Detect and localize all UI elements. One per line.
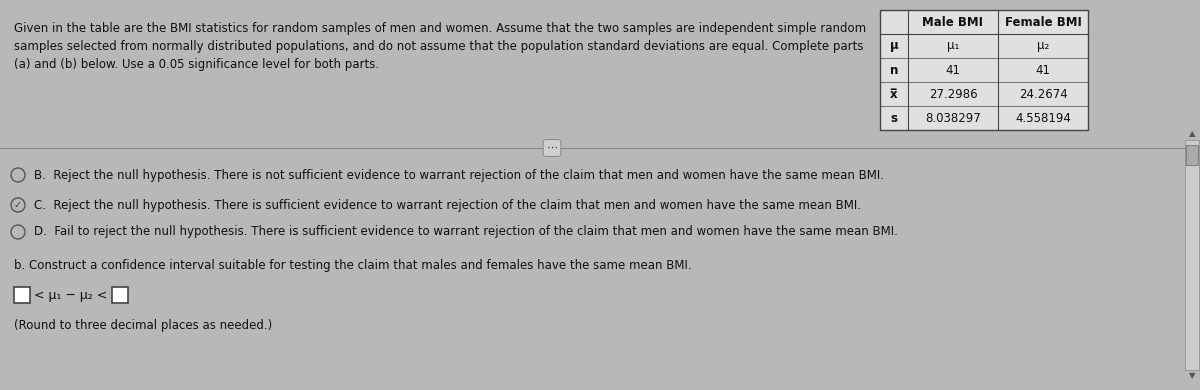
Text: D.  Fail to reject the null hypothesis. There is sufficient evidence to warrant : D. Fail to reject the null hypothesis. T… xyxy=(34,225,898,239)
Text: 41: 41 xyxy=(946,64,960,76)
Text: 41: 41 xyxy=(1036,64,1050,76)
Text: C.  Reject the null hypothesis. There is sufficient evidence to warrant rejectio: C. Reject the null hypothesis. There is … xyxy=(34,199,862,211)
Text: μ₁: μ₁ xyxy=(947,39,959,53)
Text: n: n xyxy=(890,64,898,76)
Text: 27.2986: 27.2986 xyxy=(929,87,977,101)
Text: s: s xyxy=(890,112,898,124)
Text: ⋯: ⋯ xyxy=(546,143,558,153)
Text: < μ₁ − μ₂ <: < μ₁ − μ₂ < xyxy=(34,289,107,301)
Text: B.  Reject the null hypothesis. There is not sufficient evidence to warrant reje: B. Reject the null hypothesis. There is … xyxy=(34,168,884,181)
Text: ✓: ✓ xyxy=(14,200,22,210)
Text: samples selected from normally distributed populations, and do not assume that t: samples selected from normally distribut… xyxy=(14,40,864,53)
Text: ▲: ▲ xyxy=(1189,129,1195,138)
Bar xyxy=(880,10,1088,130)
Text: Male BMI: Male BMI xyxy=(923,16,984,28)
Bar xyxy=(1186,145,1198,165)
Bar xyxy=(14,287,30,303)
Text: 24.2674: 24.2674 xyxy=(1019,87,1067,101)
Text: (a) and (b) below. Use a 0.05 significance level for both parts.: (a) and (b) below. Use a 0.05 significan… xyxy=(14,58,379,71)
Bar xyxy=(112,287,128,303)
Text: μ: μ xyxy=(889,39,899,53)
Text: 4.558194: 4.558194 xyxy=(1015,112,1070,124)
Text: ▼: ▼ xyxy=(1189,372,1195,381)
Text: (Round to three decimal places as needed.): (Round to three decimal places as needed… xyxy=(14,319,272,332)
Bar xyxy=(1186,140,1199,370)
Text: Given in the table are the BMI statistics for random samples of men and women. A: Given in the table are the BMI statistic… xyxy=(14,22,866,35)
Text: μ₂: μ₂ xyxy=(1037,39,1049,53)
Text: b. Construct a confidence interval suitable for testing the claim that males and: b. Construct a confidence interval suita… xyxy=(14,259,691,271)
Text: 8.038297: 8.038297 xyxy=(925,112,980,124)
Text: x̅: x̅ xyxy=(890,87,898,101)
Text: Female BMI: Female BMI xyxy=(1004,16,1081,28)
